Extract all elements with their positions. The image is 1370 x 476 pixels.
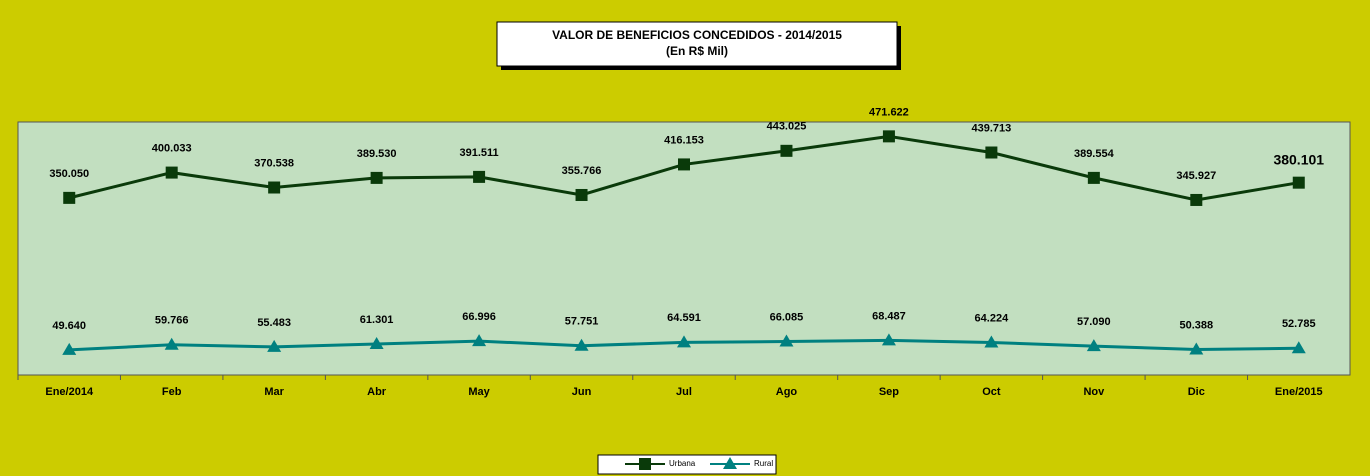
x-tick-label: Sep <box>879 386 899 398</box>
marker <box>881 333 896 346</box>
x-tick-label: Ago <box>776 386 798 398</box>
data-label: 52.785 <box>1282 318 1316 330</box>
x-tick-label: Feb <box>162 386 182 398</box>
x-tick-label: Ene/2014 <box>45 386 94 398</box>
marker <box>63 191 76 204</box>
data-label: 380.101 <box>1273 151 1324 167</box>
data-label: 389.554 <box>1074 148 1115 160</box>
legend-marker <box>639 458 651 470</box>
data-label: 400.033 <box>152 142 192 154</box>
x-tick-label: May <box>468 386 490 398</box>
x-tick-label: Oct <box>982 386 1001 398</box>
marker <box>1190 193 1203 206</box>
marker <box>473 170 486 183</box>
marker <box>882 130 895 143</box>
data-label: 389.530 <box>357 148 397 160</box>
data-label: 49.640 <box>52 320 86 332</box>
data-label: 55.483 <box>257 317 291 329</box>
data-label: 471.622 <box>869 106 909 118</box>
marker <box>1291 341 1306 354</box>
x-tick-label: Mar <box>264 386 284 398</box>
marker <box>574 338 589 351</box>
marker <box>677 335 691 348</box>
data-label: 59.766 <box>155 315 189 327</box>
marker <box>472 334 487 347</box>
marker <box>780 144 793 157</box>
marker <box>985 146 998 159</box>
marker <box>984 335 999 348</box>
data-label: 439.713 <box>972 122 1012 134</box>
marker <box>369 336 384 349</box>
data-label: 443.025 <box>767 121 807 133</box>
data-label: 61.301 <box>360 314 394 326</box>
data-label: 416.153 <box>664 134 704 146</box>
x-tick-label: Jul <box>676 386 692 398</box>
data-label: 350.050 <box>49 168 89 180</box>
data-label: 345.927 <box>1176 170 1216 182</box>
data-label: 50.388 <box>1179 319 1213 331</box>
legend-marker <box>723 457 737 469</box>
data-label: 355.766 <box>562 165 602 177</box>
legend-label: Rural <box>754 459 773 468</box>
marker <box>575 188 588 201</box>
marker <box>1189 342 1204 355</box>
marker <box>1292 176 1305 189</box>
legend-label: Urbana <box>669 459 696 468</box>
x-tick-label: Ene/2015 <box>1275 386 1323 398</box>
data-label: 57.090 <box>1077 316 1111 328</box>
data-label: 68.487 <box>872 310 906 322</box>
data-label: 57.751 <box>565 316 599 328</box>
marker <box>1087 171 1100 184</box>
x-tick-label: Dic <box>1188 386 1205 398</box>
marker <box>268 181 281 194</box>
marker <box>779 334 794 347</box>
x-tick-label: Jun <box>572 386 592 398</box>
x-tick-label: Nov <box>1083 386 1105 398</box>
chart-title: VALOR DE BENEFICIOS CONCEDIDOS - 2014/20… <box>552 28 842 42</box>
data-label: 66.085 <box>770 311 804 323</box>
data-label: 370.538 <box>254 157 294 169</box>
marker <box>678 158 690 171</box>
data-label: 64.224 <box>975 312 1010 324</box>
data-label: 391.511 <box>459 147 498 159</box>
data-label: 64.591 <box>667 312 701 324</box>
title-box <box>496 21 898 67</box>
marker <box>267 339 282 352</box>
chart-subtitle: (En R$ Mil) <box>666 44 728 58</box>
marker <box>370 171 383 184</box>
marker <box>1086 339 1101 352</box>
marker <box>165 166 178 179</box>
marker <box>164 337 179 350</box>
data-label: 66.996 <box>462 311 496 323</box>
marker <box>62 342 77 355</box>
x-tick-label: Abr <box>367 386 387 398</box>
